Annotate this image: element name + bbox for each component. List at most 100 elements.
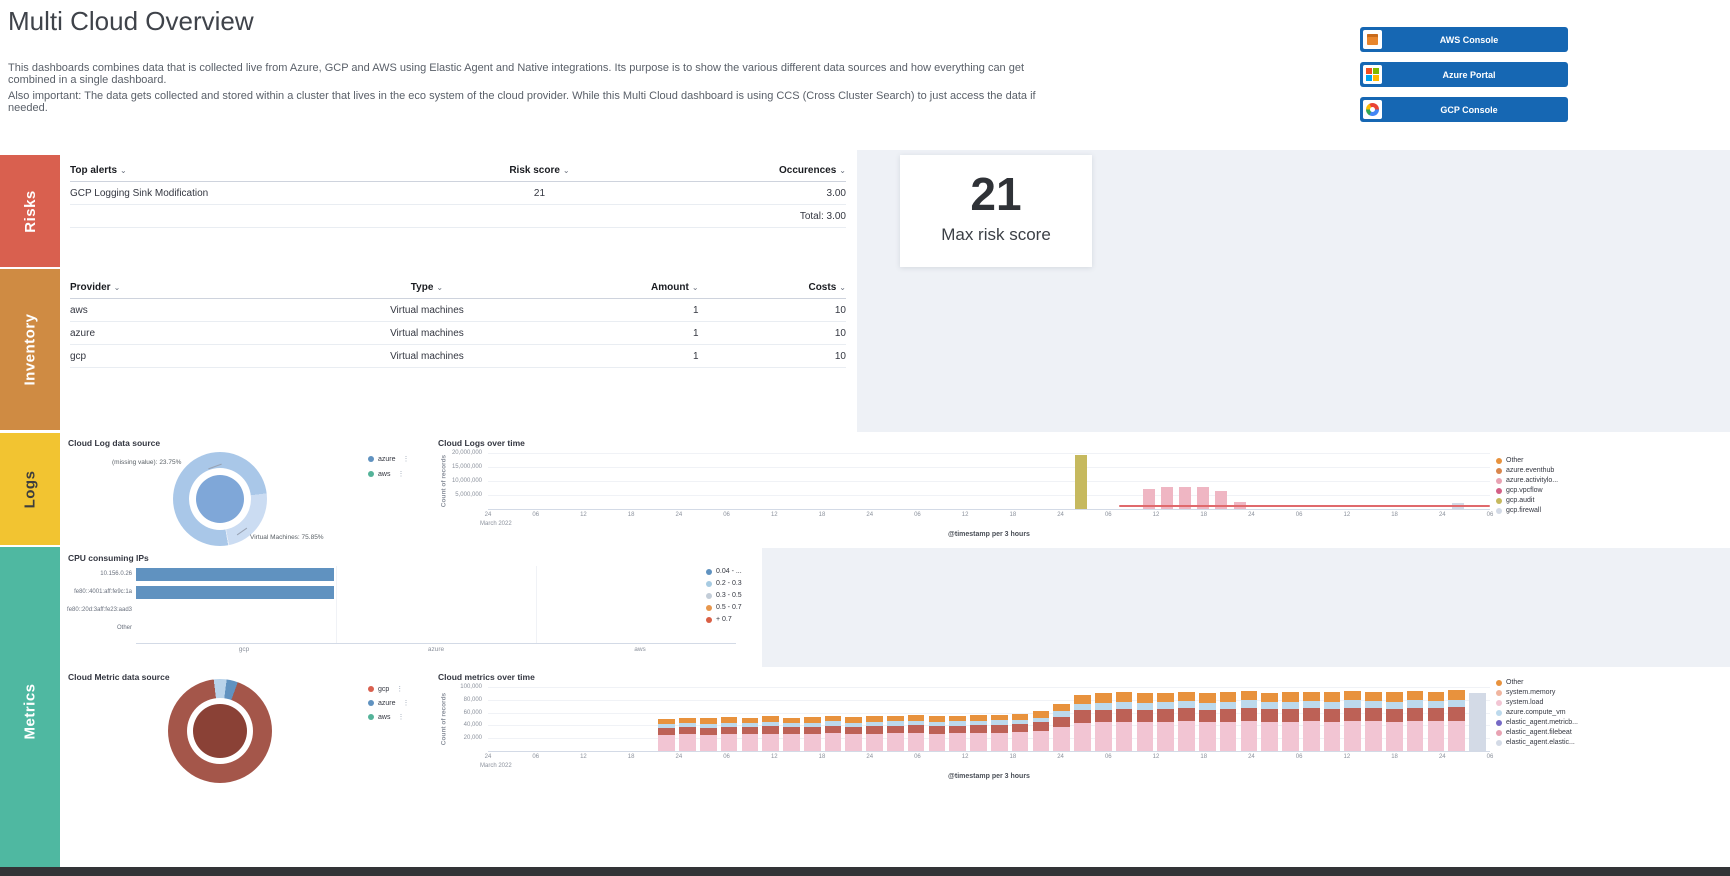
legend-actions-icon[interactable]: ⋮: [397, 471, 405, 478]
legend-item[interactable]: 0.2 - 0.3: [706, 580, 742, 587]
stacked-bar[interactable]: [1094, 693, 1112, 751]
stacked-bar[interactable]: [1469, 693, 1486, 751]
stacked-bar[interactable]: [1365, 691, 1382, 751]
stacked-bar[interactable]: [1406, 690, 1424, 751]
legend-item[interactable]: + 0.7: [706, 616, 742, 623]
stacked-bar[interactable]: [991, 714, 1008, 751]
stacked-bar[interactable]: [1157, 692, 1174, 751]
legend-actions-icon[interactable]: ⋮: [402, 700, 410, 707]
legend-item[interactable]: azure ⋮: [368, 455, 410, 463]
table-cell: 10: [834, 327, 846, 339]
legend-item[interactable]: aws ⋮: [368, 470, 410, 478]
bar-segment: [1136, 709, 1154, 723]
stacked-bar[interactable]: [1240, 690, 1258, 751]
stacked-bar[interactable]: [720, 717, 738, 751]
stacked-bar[interactable]: [783, 717, 800, 751]
stacked-bar[interactable]: [1198, 693, 1216, 751]
column-header[interactable]: Top alerts ⌄: [70, 164, 127, 176]
legend-item[interactable]: gcp.audit: [1496, 497, 1558, 504]
legend-item[interactable]: gcp.vpcflow: [1496, 487, 1558, 494]
legend-item[interactable]: elastic_agent.filebeat: [1496, 729, 1578, 736]
legend-item[interactable]: 0.3 - 0.5: [706, 592, 742, 599]
legend-item[interactable]: Other: [1496, 679, 1578, 686]
legend-actions-icon[interactable]: ⋮: [402, 456, 410, 463]
stacked-bar[interactable]: [970, 715, 987, 751]
stacked-bar[interactable]: [699, 718, 717, 751]
stacked-bar[interactable]: [1053, 703, 1070, 751]
column-header[interactable]: Amount ⌄: [651, 281, 699, 293]
column-header[interactable]: Provider ⌄: [70, 281, 121, 293]
legend-item[interactable]: aws ⋮: [368, 713, 410, 721]
legend-item[interactable]: 0.04 - ...: [706, 568, 742, 575]
section-band-logs: Logs: [0, 433, 60, 545]
legend-item[interactable]: 0.5 - 0.7: [706, 604, 742, 611]
stacked-bar[interactable]: [1323, 692, 1341, 751]
column-header[interactable]: Type ⌄: [410, 281, 444, 293]
stacked-bar[interactable]: [887, 715, 904, 751]
legend-item[interactable]: azure.eventhub: [1496, 467, 1558, 474]
stacked-bar[interactable]: [1344, 690, 1362, 751]
stacked-bar[interactable]: [1178, 691, 1195, 751]
azure-portal-button[interactable]: Azure Portal: [1360, 62, 1568, 87]
bar[interactable]: [1075, 455, 1088, 509]
column-header[interactable]: Risk score ⌄: [509, 164, 570, 176]
bar[interactable]: [1197, 487, 1210, 509]
x-axis-tick: 06: [532, 754, 540, 760]
stacked-bar[interactable]: [762, 716, 779, 751]
cloud-metrics-over-time-panel: Cloud metrics over time Count of records…: [430, 667, 1730, 790]
stacked-bar[interactable]: [866, 716, 883, 751]
top-alerts-table-panel: Top alerts ⌄ Risk score ⌄ Occurences ⌄ GCP Log…: [60, 155, 856, 267]
stacked-bar[interactable]: [1386, 692, 1403, 751]
stacked-bar[interactable]: [1261, 692, 1278, 751]
bar-segment: [1115, 708, 1133, 722]
bar[interactable]: [1179, 486, 1192, 509]
gcp-console-button[interactable]: GCP Console: [1360, 97, 1568, 122]
stacked-bar[interactable]: [1032, 711, 1050, 751]
legend-item[interactable]: gcp.firewall: [1496, 507, 1558, 514]
legend-item[interactable]: system.load: [1496, 699, 1578, 706]
bar[interactable]: [1143, 488, 1156, 509]
stacked-bar[interactable]: [1136, 693, 1154, 751]
stacked-bar[interactable]: [1011, 713, 1029, 751]
bar[interactable]: [1215, 490, 1228, 509]
bar[interactable]: [1161, 486, 1174, 509]
stacked-bar[interactable]: [907, 715, 925, 751]
stacked-bar[interactable]: [949, 715, 967, 751]
legend-item[interactable]: elastic_agent.metricb...: [1496, 719, 1578, 726]
legend-item[interactable]: gcp ⋮: [368, 685, 410, 693]
legend-swatch: [368, 471, 374, 477]
stacked-bar[interactable]: [1427, 691, 1445, 751]
table-cell: 1: [692, 327, 699, 339]
table-row: azure Virtual machines 1 10: [70, 322, 846, 345]
stacked-bar[interactable]: [1282, 692, 1299, 751]
stacked-bar[interactable]: [1302, 691, 1320, 751]
stacked-bar[interactable]: [928, 716, 946, 751]
stacked-bar[interactable]: [1448, 690, 1466, 751]
x-axis-tick: 18: [627, 512, 635, 518]
legend-item[interactable]: elastic_agent.elastic...: [1496, 739, 1578, 746]
legend-item[interactable]: Other: [1496, 457, 1558, 464]
stacked-bar[interactable]: [1219, 692, 1237, 751]
column-header[interactable]: Occurences ⌄: [779, 164, 846, 176]
legend-item[interactable]: azure.activitylo...: [1496, 477, 1558, 484]
stacked-bar[interactable]: [1074, 694, 1091, 751]
stacked-bar[interactable]: [803, 717, 821, 751]
table-cell: gcp: [70, 350, 87, 362]
stacked-bar[interactable]: [824, 715, 842, 751]
stacked-bar[interactable]: [1115, 692, 1133, 751]
stacked-bar[interactable]: [658, 719, 675, 751]
bar[interactable]: [136, 586, 334, 599]
bar[interactable]: [136, 568, 334, 581]
legend-actions-icon[interactable]: ⋮: [397, 714, 405, 721]
legend-item[interactable]: azure.compute_vm: [1496, 709, 1578, 716]
legend-actions-icon[interactable]: ⋮: [396, 686, 404, 693]
table-header-row: Top alerts ⌄ Risk score ⌄ Occurences ⌄: [70, 159, 846, 182]
legend-item[interactable]: azure ⋮: [368, 699, 410, 707]
legend-item[interactable]: system.memory: [1496, 689, 1578, 696]
aws-console-button[interactable]: AWS Console: [1360, 27, 1568, 52]
column-header[interactable]: Costs ⌄: [808, 281, 846, 293]
x-axis-tick: 24: [1438, 754, 1446, 760]
stacked-bar[interactable]: [679, 717, 696, 751]
stacked-bar[interactable]: [845, 717, 863, 751]
stacked-bar[interactable]: [741, 717, 759, 751]
